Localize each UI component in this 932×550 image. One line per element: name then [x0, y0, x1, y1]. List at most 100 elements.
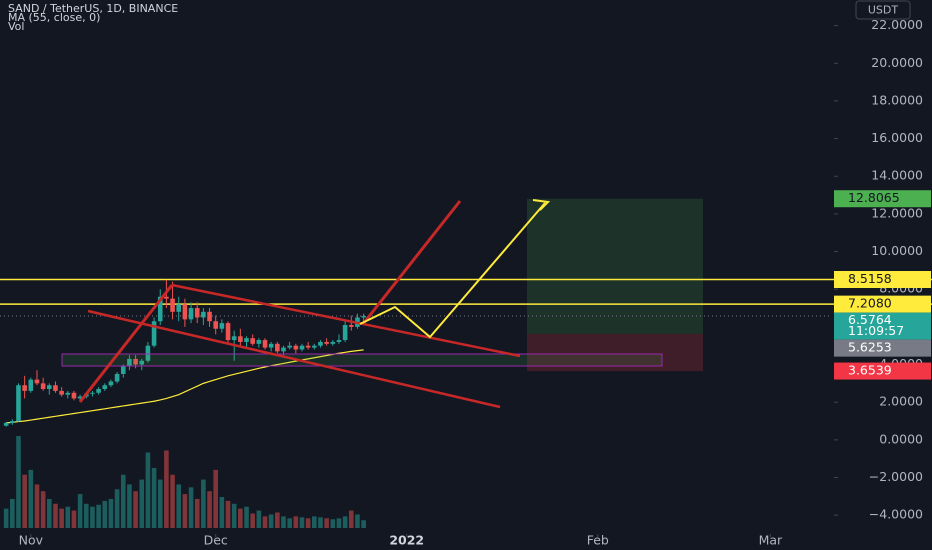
candle-body [10, 421, 15, 423]
candle-body [102, 385, 108, 390]
volume-bar [133, 491, 138, 528]
candle-body [71, 392, 77, 399]
volume-bar [305, 518, 311, 528]
ma-label: MA (55, close, 0) [8, 11, 100, 24]
y-tick-label: 16.0000 [871, 130, 923, 145]
volume-label: Vol [8, 20, 24, 33]
price-label-box [834, 271, 931, 289]
volume-bar [361, 520, 366, 528]
volume-bar [348, 510, 354, 528]
volume-bar [299, 517, 305, 528]
candle-body [336, 340, 342, 342]
volume-bar [145, 452, 151, 528]
candle-body [16, 385, 21, 422]
volume-bar [194, 498, 200, 528]
volume-bar [213, 469, 219, 528]
y-tick-label: 14.0000 [871, 168, 923, 183]
trend-line [361, 200, 462, 325]
y-tick-label: 0.0000 [879, 431, 923, 446]
volume-bar [71, 510, 77, 528]
x-tick-label: Dec [204, 533, 228, 548]
candle-body [348, 324, 354, 327]
candle-body [201, 311, 206, 318]
volume-bar [47, 498, 52, 528]
projection-arrow [532, 199, 551, 211]
volume-bar [114, 489, 120, 528]
price-label-box [834, 362, 931, 380]
volume-bar [330, 519, 336, 528]
candle-body [287, 345, 292, 348]
y-tick-label: 22.0000 [871, 17, 923, 32]
volume-bar [59, 508, 64, 528]
volume-bar [250, 513, 255, 528]
x-tick-label: 2022 [389, 533, 424, 548]
price-label: 7.2080 [848, 296, 892, 311]
volume-bar [219, 497, 225, 528]
volume-bar [83, 503, 89, 528]
trend-line [78, 284, 174, 403]
candle-body [330, 341, 336, 344]
ma-line [6, 349, 364, 424]
volume-bar [324, 518, 329, 528]
drawings [0, 198, 932, 372]
volume-bar [342, 516, 348, 528]
price-label: 12.8065 [848, 190, 900, 205]
volume-bar [90, 506, 95, 528]
candle-body [244, 338, 249, 342]
candle-body [324, 341, 329, 344]
volume-bar [256, 510, 262, 528]
candle-body [318, 341, 323, 346]
volume-bar [312, 516, 317, 528]
volume-bar [355, 514, 360, 528]
candle-body [194, 308, 200, 318]
volume-bar [22, 474, 27, 528]
volume-bar [164, 450, 169, 528]
volume-bar [281, 516, 286, 528]
candle-body [127, 358, 132, 367]
candle-body [238, 336, 243, 342]
candle-body [250, 338, 255, 344]
candle-body [207, 311, 212, 322]
candle-body [65, 392, 71, 395]
zone-box [61, 353, 663, 367]
trend-line [171, 283, 521, 358]
y-tick-label: −4.0000 [869, 507, 923, 522]
candle-body [28, 379, 34, 391]
volume-bar [139, 479, 145, 528]
candle-body [312, 345, 317, 348]
candle-body [219, 323, 225, 329]
x-tick-label: Feb [587, 533, 609, 548]
volume-bar [231, 503, 237, 528]
candle-body [151, 321, 157, 346]
volume-bar [225, 500, 231, 528]
volume-bar [127, 484, 132, 528]
candle-body [139, 360, 145, 365]
volume-bar [65, 506, 71, 528]
candle-body [213, 321, 219, 329]
price-label: 3.6539 [848, 363, 892, 378]
y-tick-label: 18.0000 [871, 92, 923, 107]
candle-body [182, 304, 188, 320]
volume-bar [207, 491, 212, 528]
candle-body [77, 396, 83, 399]
candle-body [268, 343, 274, 348]
candle-body [108, 381, 114, 386]
y-tick-label: 12.0000 [871, 205, 923, 220]
position-loss [527, 333, 703, 372]
volume-bar [318, 517, 323, 528]
candle-body [22, 385, 27, 391]
volume-bar [77, 494, 83, 528]
candle-body [305, 345, 311, 348]
volume-bar [176, 484, 182, 528]
candle-body [120, 366, 126, 374]
candle-body [133, 358, 138, 365]
currency-button[interactable] [855, 0, 911, 20]
candle-body [281, 347, 286, 352]
volume-bar [201, 479, 206, 528]
volume-bar [40, 491, 46, 528]
volume-bar [188, 487, 194, 528]
volume-bar [182, 494, 188, 528]
y-tick-label: 2.0000 [879, 394, 923, 409]
candle-body [225, 323, 231, 341]
